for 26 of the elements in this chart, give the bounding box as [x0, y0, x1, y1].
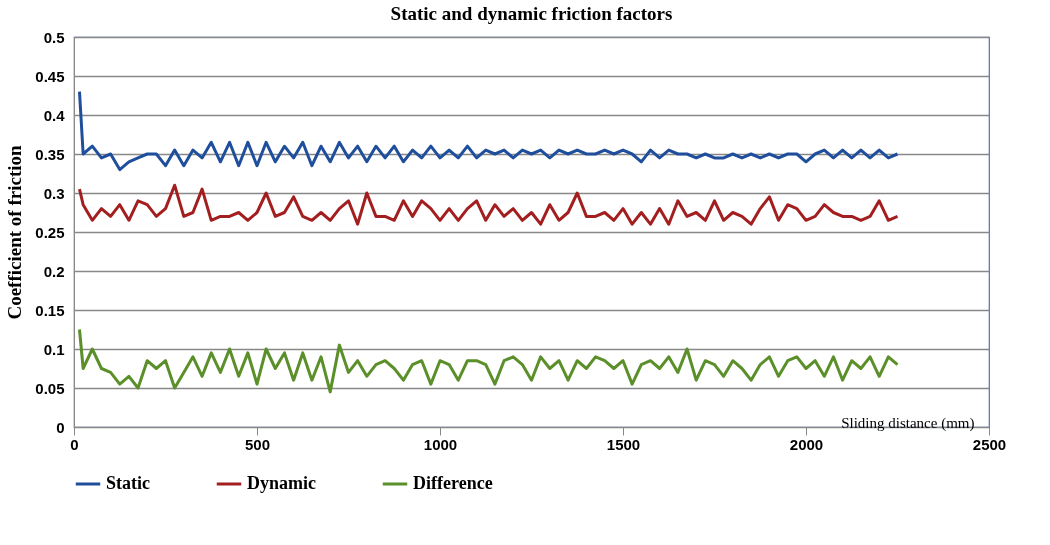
x-tick-label: 2500 [972, 435, 1007, 453]
y-tick-label: 0.3 [43, 184, 65, 202]
chart-title: Static and dynamic friction factors [390, 3, 673, 24]
legend-label: Dynamic [247, 473, 316, 493]
y-tick-label: 0 [56, 418, 65, 436]
y-tick-label: 0.35 [35, 145, 65, 163]
legend-label: Static [106, 473, 150, 493]
y-tick-label: 0.4 [43, 106, 66, 124]
y-tick-label: 0.1 [43, 340, 65, 358]
y-tick-label: 0.45 [35, 67, 65, 85]
y-tick-label: 0.25 [35, 223, 65, 241]
legend-label: Difference [413, 473, 493, 493]
line-series [77, 328, 899, 394]
x-axis-title: Sliding distance (mm) [841, 414, 975, 432]
y-tick-label: 0.05 [35, 379, 65, 397]
y-tick-label: 0.5 [43, 28, 65, 46]
x-tick-label: 2000 [789, 435, 824, 453]
x-tick-label: 1500 [606, 435, 641, 453]
x-tick-label: 0 [70, 435, 79, 453]
x-tick-label: 1000 [423, 435, 458, 453]
line-series [77, 183, 899, 226]
y-axis-title: Coefficient of friction [4, 145, 26, 320]
y-tick-label: 0.15 [35, 301, 65, 319]
x-tick-label: 500 [244, 435, 271, 453]
y-tick-label: 0.2 [43, 262, 65, 280]
line-series [77, 90, 899, 172]
